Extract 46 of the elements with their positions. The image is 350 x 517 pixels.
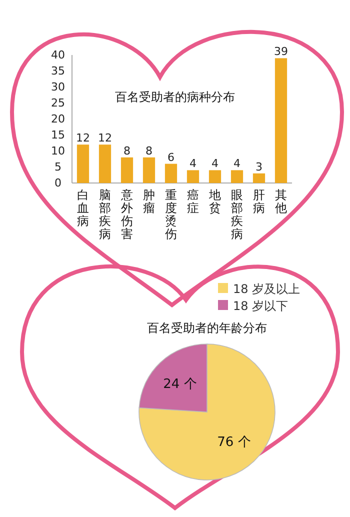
x-tick-label: 地贫 [208,188,221,215]
data-label: 4 [212,157,218,170]
data-label: 3 [256,160,262,174]
y-tick-label: 10 [51,144,65,158]
text: 百名受助者的病种分布 [115,90,235,104]
y-tick-label: 30 [51,80,65,94]
x-tick-label: 意外伤害 [120,188,133,241]
data-label: 4 [190,157,196,170]
legend-label: 18 岁及以上 [233,282,300,296]
bar [142,157,156,183]
bar [98,144,112,183]
legend-label: 18 岁以下 [233,299,288,313]
text: 百名受助者的年龄分布 [147,321,267,335]
x-tick-label: 白血病 [77,188,89,228]
y-tick-label: 40 [51,48,65,62]
data-label: 12 [98,132,112,145]
data-label: 24 个 [163,377,197,392]
x-tick-label: 癌症 [187,188,199,215]
data-label: 8 [146,144,152,158]
bar [274,58,288,183]
x-tick-label: 脑部疾病 [99,188,111,241]
data-label: 4 [234,157,240,170]
data-label: 39 [274,45,288,58]
y-tick-label: 5 [54,160,62,174]
data-label: 12 [76,132,90,145]
bar [230,170,244,183]
pie-slice [138,344,276,480]
bar [120,157,134,183]
bar [208,170,222,183]
bar [252,173,266,183]
y-tick-label: 25 [51,96,65,110]
y-tick-label: 20 [51,112,65,126]
bar [186,170,200,183]
bar [164,164,178,183]
data-label: 6 [168,150,174,164]
x-tick-label: 肿瘤 [143,188,155,215]
data-label: 76 个 [217,434,251,450]
x-tick-label: 其他 [275,188,287,215]
data-label: 8 [124,144,130,158]
bar [76,144,90,183]
y-tick-label: 0 [54,176,62,190]
x-tick-label: 肝病 [253,188,265,215]
y-tick-label: 35 [51,64,65,78]
x-tick-label: 眼部疾病 [231,188,243,241]
x-tick-label: 重度烫伤 [165,188,177,241]
y-tick-label: 15 [51,128,65,142]
